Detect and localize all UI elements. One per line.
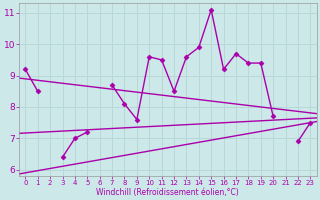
X-axis label: Windchill (Refroidissement éolien,°C): Windchill (Refroidissement éolien,°C) [96, 188, 239, 197]
